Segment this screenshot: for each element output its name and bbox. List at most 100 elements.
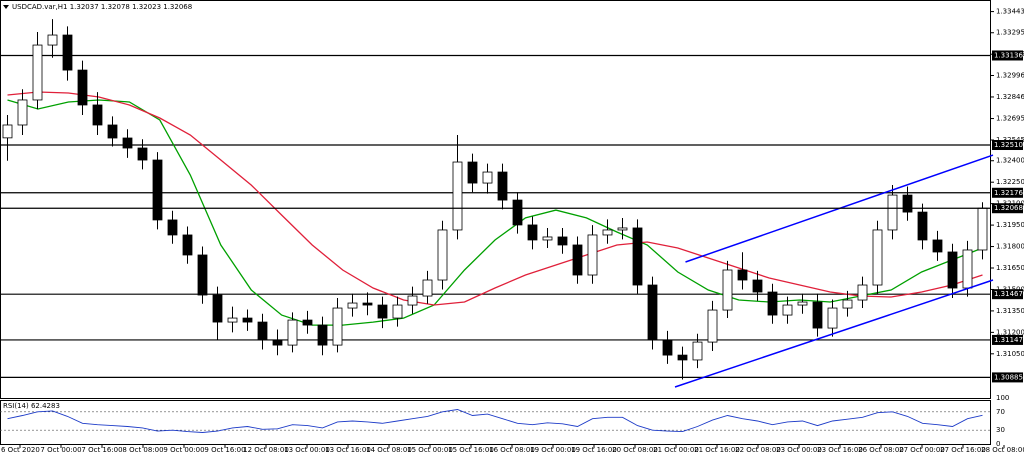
- candle-body: [647, 284, 658, 341]
- x-tick-label: 9 Oct 00:00: [163, 446, 204, 453]
- candle-body: [92, 104, 103, 126]
- candle-body: [782, 304, 793, 316]
- candle-body: [947, 251, 958, 289]
- moving-average: [7, 91, 983, 306]
- candle-body: [722, 269, 733, 311]
- y-tick-label: 1.32846: [996, 93, 1024, 101]
- x-tick-label: 13 Oct 00:00: [284, 446, 330, 453]
- candle-body: [362, 302, 373, 306]
- level-line-tag: [992, 289, 1023, 300]
- candle-body: [227, 317, 238, 323]
- rsi-line: [7, 409, 983, 433]
- y-tick-label: 1.32400: [996, 157, 1024, 165]
- level-line-label: 1.33136: [994, 51, 1023, 59]
- x-tick-label: 13 Oct 16:00: [325, 446, 371, 453]
- x-tick-label: 16 Oct 08:00: [489, 446, 535, 453]
- candle-body: [47, 34, 58, 46]
- y-tick-label: 1.31800: [996, 243, 1024, 251]
- candle-body: [377, 304, 388, 319]
- candle-body: [857, 284, 868, 301]
- candle-body: [437, 229, 448, 281]
- y-tick-label: 1.31950: [996, 221, 1024, 229]
- x-tick-label: 8 Oct 08:00: [122, 446, 163, 453]
- x-tick-label: 7 Oct 16:00: [81, 446, 122, 453]
- candle-body: [572, 244, 583, 276]
- y-tick-label: 1.32250: [996, 178, 1024, 186]
- level-line-tag: [992, 334, 1023, 345]
- candle-body: [542, 236, 553, 241]
- candle-body: [512, 199, 523, 226]
- candle-body: [527, 224, 538, 241]
- level-line-label: 1.31467: [994, 290, 1023, 298]
- y-tick-label: 1.32695: [996, 115, 1024, 123]
- candle-body: [617, 227, 628, 231]
- candle-body: [152, 159, 163, 221]
- candle-body: [587, 234, 598, 276]
- y-tick-label: 1.31050: [996, 350, 1024, 358]
- rsi-tick-label: 30: [996, 426, 1005, 434]
- level-line-tag: [992, 50, 1023, 61]
- candle-body: [77, 69, 88, 106]
- candle-body: [557, 236, 568, 246]
- candle-body: [932, 239, 943, 253]
- y-tick-label: 1.33443: [996, 8, 1024, 16]
- menu-arrow[interactable]: [3, 5, 9, 9]
- candle-body: [167, 219, 178, 236]
- x-tick-label: 19 Oct 16:00: [571, 446, 617, 453]
- candle-body: [842, 299, 853, 309]
- x-tick-label: 27 Oct 00:00: [899, 446, 945, 453]
- candle-body: [197, 254, 208, 296]
- x-tick-label: 22 Oct 08:00: [735, 446, 781, 453]
- candle-body: [452, 161, 463, 231]
- candle-body: [737, 269, 748, 281]
- candle-body: [242, 317, 253, 323]
- candle-body: [887, 194, 898, 231]
- candle-body: [677, 354, 688, 361]
- rsi-tick-label: 70: [996, 408, 1005, 416]
- trend-line: [674, 279, 994, 388]
- candle-body: [212, 294, 223, 323]
- main-panel: [0, 0, 991, 399]
- candle-body: [2, 124, 13, 139]
- candle-body: [347, 302, 358, 309]
- candle-body: [62, 34, 73, 71]
- x-tick-label: 21 Oct 16:00: [694, 446, 740, 453]
- rsi-panel: [0, 400, 991, 445]
- level-line-label: 1.31147: [994, 336, 1023, 344]
- moving-average: [7, 99, 983, 326]
- candle-body: [107, 124, 118, 139]
- candle-body: [962, 249, 973, 289]
- candle-body: [767, 291, 778, 316]
- candle-body: [662, 339, 673, 356]
- candle-body: [692, 341, 703, 361]
- candle-body: [17, 99, 28, 126]
- x-tick-label: 23 Oct 16:00: [817, 446, 863, 453]
- candle-body: [632, 227, 643, 286]
- candle-body: [752, 279, 763, 293]
- candle-body: [422, 279, 433, 297]
- candle-body: [257, 321, 268, 341]
- candle-body: [182, 234, 193, 256]
- candle-body: [497, 171, 508, 201]
- candle-body: [602, 229, 613, 236]
- candle-body: [872, 229, 883, 286]
- candle-body: [917, 211, 928, 241]
- rsi-tick-label: 100: [996, 394, 1009, 402]
- level-line-tag: [992, 140, 1023, 151]
- y-tick-label: 1.31650: [996, 264, 1024, 272]
- x-tick-label: 23 Oct 00:00: [776, 446, 822, 453]
- level-line-label: 1.32176: [994, 189, 1023, 197]
- candle-body: [902, 194, 913, 213]
- candle-body: [32, 44, 43, 101]
- chart-title: USDCAD.var,H1 1.32037 1.32078 1.32023 1.…: [12, 3, 192, 11]
- x-tick-label: 21 Oct 00:00: [653, 446, 699, 453]
- x-tick-label: 28 Oct 08:00: [981, 446, 1024, 453]
- x-tick-label: 26 Oct 08:00: [858, 446, 904, 453]
- candle-body: [392, 304, 403, 319]
- candle-body: [407, 295, 418, 306]
- candle-body: [812, 301, 823, 329]
- x-tick-label: 15 Oct 00:00: [407, 446, 453, 453]
- candle-body: [482, 171, 493, 184]
